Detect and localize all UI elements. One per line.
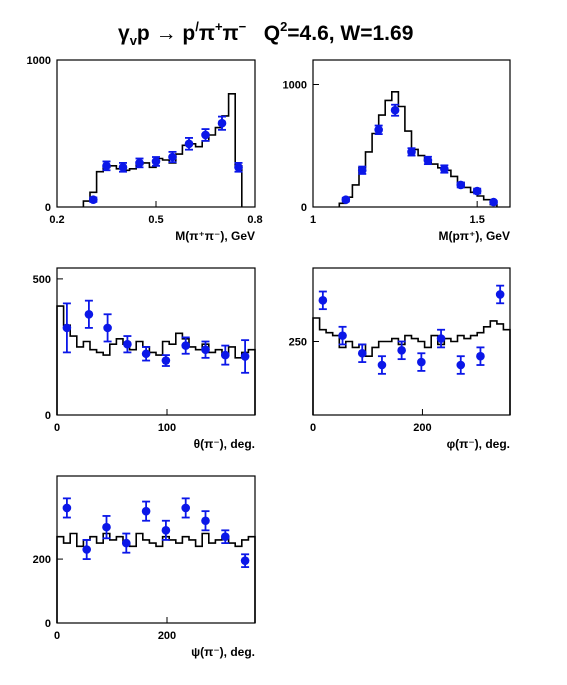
x-tick-label: 1.5 [470,214,485,226]
figure-title: γvp → p/π+π− Q2=4.6, W=1.69 [118,19,413,48]
data-point [240,339,250,374]
data-point [472,186,482,196]
data-point [357,343,367,363]
data-point [102,160,111,172]
y-tick-label: 1000 [27,55,51,67]
chart-panel-phi: 0 200 250 φ(π⁻), deg. [289,267,511,451]
data-point [201,510,210,532]
data-point [161,354,171,367]
histogram-step [338,91,498,207]
data-point [221,344,230,366]
histogram-step [82,93,243,207]
x-axis-label: φ(π⁻), deg. [447,437,510,451]
x-axis-label: ψ(π⁻), deg. [191,645,255,659]
data-point [201,340,210,359]
data-point [62,497,72,519]
data-point [84,299,94,329]
data-point [374,124,383,136]
data-point [338,325,347,346]
data-point [103,313,112,343]
x-tick-label: 200 [413,422,431,434]
y-tick-label: 500 [33,274,51,286]
data-point [201,128,210,142]
data-point [217,115,227,131]
data-point [456,355,466,375]
x-axis-label: θ(π⁻), deg. [194,437,255,451]
data-point [390,103,400,117]
data-point [397,340,406,361]
y-tick-label: 0 [45,410,51,422]
data-point [377,355,387,375]
x-tick-label: 0.8 [247,214,262,226]
chart-panel-psi: 0 200 0 200 ψ(π⁻), deg. [33,475,256,659]
data-point [221,529,230,545]
chart-panel-m-ppi: 1 1.5 0 1000 M(pπ⁺), GeV [283,59,511,243]
data-point [118,161,128,173]
x-tick-label: 100 [158,422,176,434]
x-axis-label: M(π⁺π⁻), GeV [175,229,255,243]
data-point [440,164,449,174]
data-point [135,157,144,169]
data-point [161,519,171,541]
data-point [423,155,433,166]
data-point [141,500,151,522]
data-point [122,532,131,554]
histogram-step [312,317,511,415]
data-point [489,197,498,207]
chart-panel-theta: 0 100 0 500 θ(π⁻), deg. [33,267,256,451]
data-point [417,352,426,372]
y-tick-label: 250 [289,337,307,349]
data-point [341,195,351,204]
data-point [151,156,161,167]
data-point [318,290,328,311]
data-point [495,284,505,305]
data-point [168,150,177,164]
data-point [357,165,367,175]
data-point [476,346,485,366]
y-tick-label: 0 [45,618,51,630]
x-tick-label: 0.5 [148,214,163,226]
y-tick-label: 0 [45,202,51,214]
data-point [141,346,151,362]
data-point [234,161,243,173]
data-point [82,539,91,560]
data-point [89,195,98,204]
data-point [62,302,72,354]
x-tick-label: 1 [310,214,316,226]
x-tick-label: 0 [54,422,60,434]
y-tick-label: 200 [33,554,51,566]
data-point [407,147,416,157]
data-point [456,180,466,190]
data-point [240,553,250,568]
plot-frame [312,59,511,208]
plot-frame [56,59,256,208]
chart-panel-m-pipi: 0.2 0.5 0.8 0 1000 M(π⁺π⁻), GeV [27,55,263,243]
y-tick-label: 0 [301,202,307,214]
data-point [184,137,194,151]
x-tick-label: 0 [310,422,316,434]
data-point [123,335,132,354]
data-point [102,515,111,540]
data-point [436,328,446,349]
data-point [181,336,190,355]
y-tick-label: 1000 [283,80,307,92]
x-tick-label: 200 [158,630,176,642]
data-point [181,497,190,519]
x-tick-label: 0 [54,630,60,642]
x-axis-label: M(pπ⁺), GeV [438,229,510,243]
x-tick-label: 0.2 [49,214,64,226]
